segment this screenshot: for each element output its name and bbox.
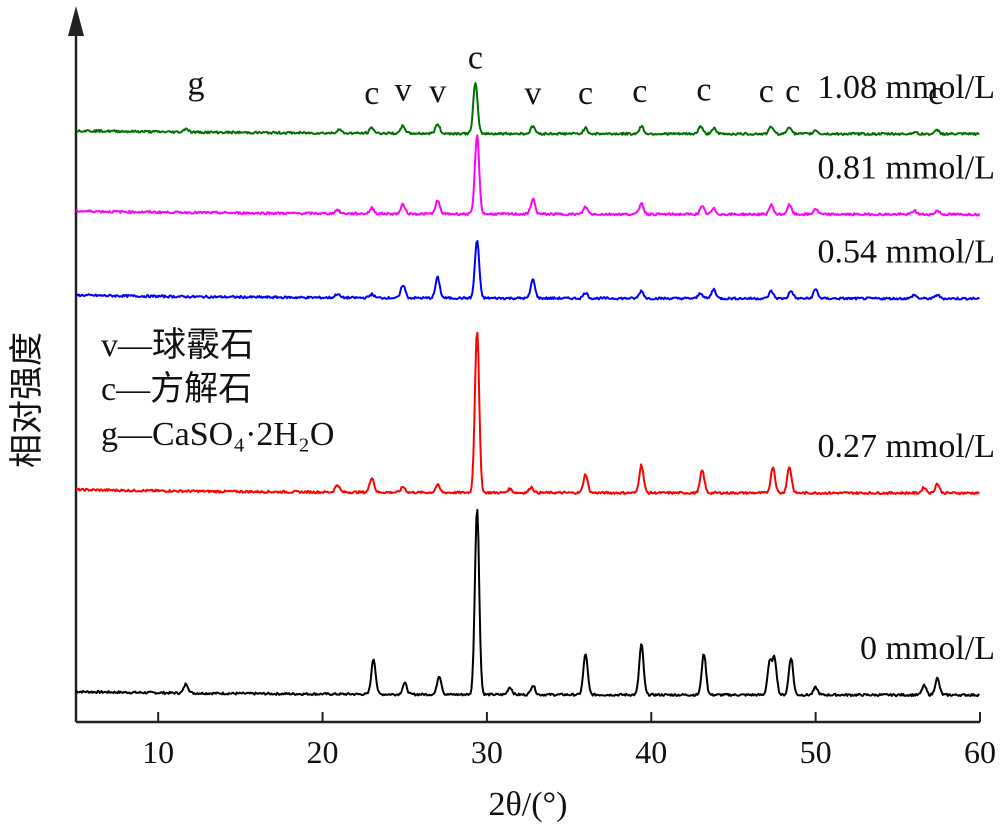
peak-label-g: g <box>187 66 204 103</box>
peak-label-c: c <box>578 75 593 112</box>
peak-label-v: v <box>429 73 446 110</box>
axes <box>68 6 980 724</box>
x-tick-label: 30 <box>471 734 503 770</box>
x-tick-label: 50 <box>800 734 832 770</box>
peak-label-c: c <box>928 75 943 112</box>
x-tick-label: 10 <box>142 734 174 770</box>
peak-label-c: c <box>364 75 379 112</box>
legend: v—球霰石 c—方解石 g—CaSO₄·2H₂O <box>101 327 334 453</box>
legend-entry-vaterite: v—球霰石 <box>101 327 254 364</box>
legend-entry-calcite: c—方解石 <box>101 370 252 408</box>
y-axis-label: 相对强度 <box>8 332 46 468</box>
x-ticks: 10 20 30 40 50 60 <box>142 712 996 770</box>
peak-label-v: v <box>524 75 541 112</box>
x-tick-label: 20 <box>307 734 339 770</box>
peak-labels: g c v vcv c c c c c c <box>187 40 943 113</box>
series-line-3 <box>75 134 981 217</box>
series-line-4 <box>75 82 980 136</box>
peak-label-c: c <box>632 73 647 110</box>
peak-label-c: c <box>785 73 800 110</box>
series-label-1: 0.27 mmol/L <box>817 428 995 465</box>
series-label-4: 1.08 mmol/L <box>817 69 995 106</box>
series-layer <box>75 82 981 698</box>
series-labels: 0 mmol/L 0.27 mmol/L 0.54 mmol/L 0.81 mmol/… <box>817 69 995 667</box>
series-label-3: 0.81 mmol/L <box>817 149 995 186</box>
series-line-2 <box>75 240 981 301</box>
series-label-2: 0.54 mmol/L <box>817 234 995 271</box>
peak-label-c: c <box>759 73 774 110</box>
x-tick-label: 60 <box>964 734 996 770</box>
x-axis-label: 2θ/(°) <box>489 786 568 823</box>
y-axis-arrow <box>68 6 84 36</box>
peak-label-c: c <box>468 40 483 77</box>
legend-entry-gypsum: g—CaSO₄·2H₂O <box>101 416 334 453</box>
series-label-0: 0 mmol/L <box>860 630 995 667</box>
series-line-0 <box>75 508 981 698</box>
peak-label-v: v <box>395 71 412 108</box>
series-line-1 <box>76 331 980 496</box>
peak-label-c: c <box>696 71 711 108</box>
x-tick-label: 40 <box>635 734 667 770</box>
